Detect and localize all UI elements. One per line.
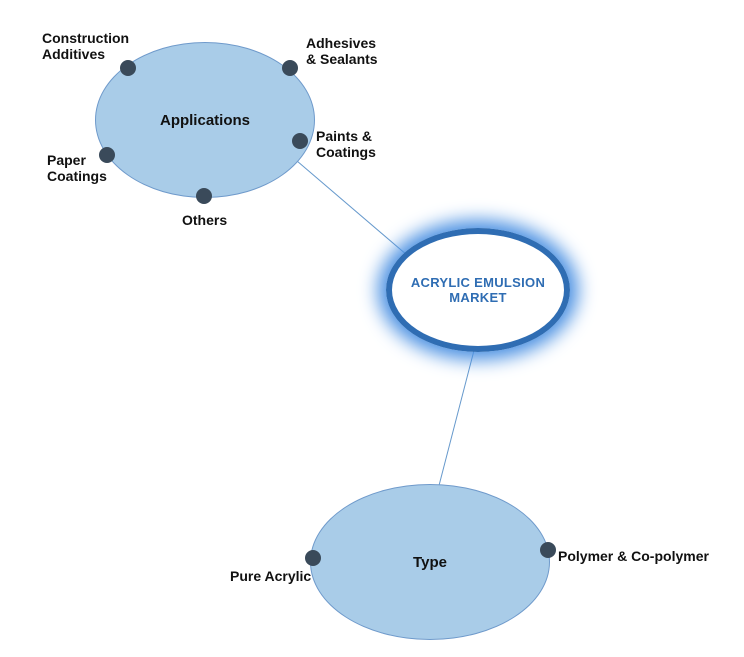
dot-label: Paints & Coatings [316,128,376,160]
type-node: Type [310,484,550,640]
type-label: Type [413,554,447,571]
dot-label: Paper Coatings [47,152,107,184]
dot [196,188,212,204]
dot-label: Others [182,212,227,228]
center-node: ACRYLIC EMULSION MARKET [386,228,570,352]
dot-label: Adhesives & Sealants [306,35,378,67]
dot-label: Construction Additives [42,30,129,62]
dot [540,542,556,558]
dot [292,133,308,149]
dot [305,550,321,566]
dot-label: Pure Acrylic [230,568,311,584]
dot-label: Polymer & Co-polymer [558,548,709,564]
dot [120,60,136,76]
dot [282,60,298,76]
applications-label: Applications [160,112,250,129]
diagram-canvas: ACRYLIC EMULSION MARKET Applications Typ… [0,0,744,657]
center-label: ACRYLIC EMULSION MARKET [411,275,545,305]
